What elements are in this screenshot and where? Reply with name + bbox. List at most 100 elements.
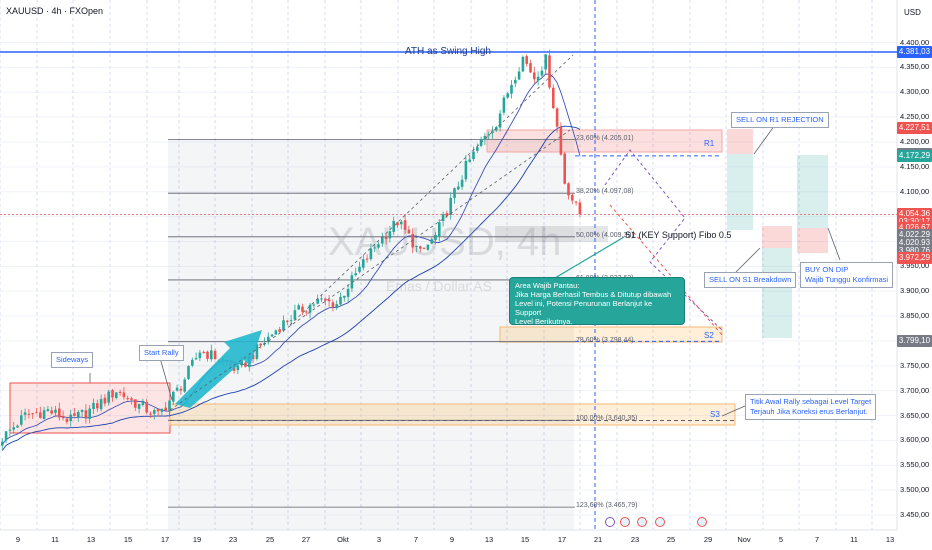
x-tick-label-4: 17 — [160, 535, 170, 544]
candle-body-28 — [107, 391, 110, 403]
candle-body-23 — [88, 408, 91, 419]
candle-body-18 — [69, 414, 72, 422]
candle-body-4 — [16, 425, 19, 428]
candle-body-143 — [544, 54, 547, 70]
buy-dip-pointer — [827, 227, 841, 261]
candle-body-144 — [548, 55, 551, 88]
sideways-callout[interactable]: Sideways — [51, 352, 94, 368]
candle-body-92 — [350, 275, 354, 289]
candle-body-152 — [578, 202, 582, 215]
candle-body-38 — [145, 402, 148, 413]
watermark-symbol: XAUUSD, 4h — [328, 220, 562, 264]
candle-body-13 — [50, 410, 53, 414]
y-tick-label-15: 3.650,00 — [900, 410, 930, 420]
candle-body-130 — [495, 127, 498, 131]
candle-body-146 — [555, 108, 559, 127]
candle-body-123 — [468, 159, 471, 162]
x-tick-label-17: 23 — [630, 535, 640, 544]
candle-body-71 — [270, 334, 274, 337]
candle-body-131 — [498, 113, 502, 128]
candle-body-49 — [187, 365, 190, 379]
candle-body-100 — [381, 236, 384, 244]
candle-body-70 — [267, 336, 270, 342]
x-tick-label-19: 29 — [703, 535, 713, 544]
candle-body-24 — [92, 402, 95, 410]
buy-dip-risk — [797, 228, 828, 253]
candle-body-124 — [472, 151, 475, 160]
candle-body-37 — [141, 402, 145, 405]
candle-body-2 — [8, 429, 12, 431]
event-marker-1 — [620, 517, 630, 527]
buy-dip-reward — [797, 155, 828, 228]
area-note-box[interactable]: Area Wajib Pantau: Jika Harga Berhasil T… — [509, 277, 685, 326]
candle-body-88 — [335, 304, 338, 309]
candle-body-115 — [438, 222, 441, 237]
candle-body-1 — [4, 431, 8, 441]
y-tick-label-2: 4.300,00 — [900, 87, 930, 97]
candle-body-102 — [388, 231, 392, 239]
candle-body-84 — [320, 298, 323, 300]
candle-body-47 — [179, 388, 183, 391]
candle-body-5 — [20, 415, 23, 425]
candle-body-83 — [316, 298, 319, 304]
candle-body-98 — [373, 247, 376, 249]
candle-body-90 — [343, 295, 346, 298]
x-tick-label-3: 15 — [123, 535, 133, 544]
x-tick-label-21: 5 — [778, 535, 784, 544]
x-tick-label-6: 23 — [228, 535, 238, 544]
candle-body-80 — [305, 311, 308, 313]
sell-s1-pointer — [735, 247, 761, 273]
fib-label-1: 38,20% (4.097,08) — [576, 188, 634, 196]
candle-body-55 — [210, 350, 213, 360]
candle-body-95 — [362, 259, 365, 268]
x-tick-label-12: 9 — [449, 535, 455, 544]
candle-body-53 — [202, 351, 205, 353]
y-tick-label-10: 3.900,00 — [900, 286, 930, 296]
candle-body-79 — [301, 306, 304, 312]
candle-body-111 — [422, 247, 426, 249]
sell-s1-risk — [762, 226, 792, 248]
candle-body-73 — [278, 329, 281, 332]
y-tick-label-1: 4.350,00 — [900, 62, 930, 72]
rally-target-callout[interactable]: Titik Awal Rally sebagai Level Target Te… — [745, 394, 877, 420]
candle-body-34 — [130, 398, 133, 400]
candle-body-76 — [289, 320, 293, 322]
candle-body-114 — [434, 235, 437, 240]
area-note-line2: Jika Harga Berhasil Tembus & Ditutup dib… — [515, 290, 672, 299]
area-note-line1: Area Wajib Pantau: — [515, 281, 580, 290]
x-tick-label-7: 25 — [265, 535, 275, 544]
x-tick-label-9: Okt — [337, 535, 349, 544]
x-tick-label-22: 7 — [814, 535, 820, 544]
candle-body-151 — [574, 201, 578, 203]
candle-body-105 — [400, 221, 403, 225]
y-tick-label-17: 3.550,00 — [900, 460, 930, 470]
price-tag-3: 4.172,29 — [897, 149, 932, 162]
candle-body-133 — [506, 93, 509, 98]
candle-body-72 — [274, 330, 278, 335]
sell-r1-callout[interactable]: SELL ON R1 REJECTION — [731, 112, 829, 128]
candle-body-125 — [476, 146, 479, 151]
sell-s1-reward — [762, 248, 792, 338]
candle-body-3 — [12, 427, 15, 430]
candle-body-75 — [286, 320, 289, 323]
sell-s1-callout[interactable]: SELL ON S1 Breakdown — [704, 272, 797, 288]
candle-body-118 — [449, 197, 452, 215]
x-tick-label-20: Nov — [737, 535, 751, 544]
candle-body-42 — [160, 408, 164, 412]
candle-body-6 — [23, 412, 27, 415]
start-rally-callout[interactable]: Start Rally — [139, 345, 184, 361]
candle-body-30 — [115, 392, 118, 399]
buy-dip-callout[interactable]: BUY ON DIP Wajib Tunggu Konfirmasi — [800, 262, 894, 288]
candle-body-138 — [525, 56, 528, 64]
candle-body-63 — [240, 361, 243, 366]
s1-zone — [495, 226, 608, 242]
candle-body-9 — [35, 412, 38, 414]
candle-body-132 — [502, 97, 506, 113]
candle-body-122 — [464, 160, 468, 180]
y-tick-label-19: 3.450,00 — [900, 509, 930, 519]
candle-body-54 — [206, 351, 209, 359]
candle-body-52 — [198, 352, 202, 359]
candle-body-67 — [255, 344, 259, 359]
event-marker-4 — [697, 517, 707, 527]
